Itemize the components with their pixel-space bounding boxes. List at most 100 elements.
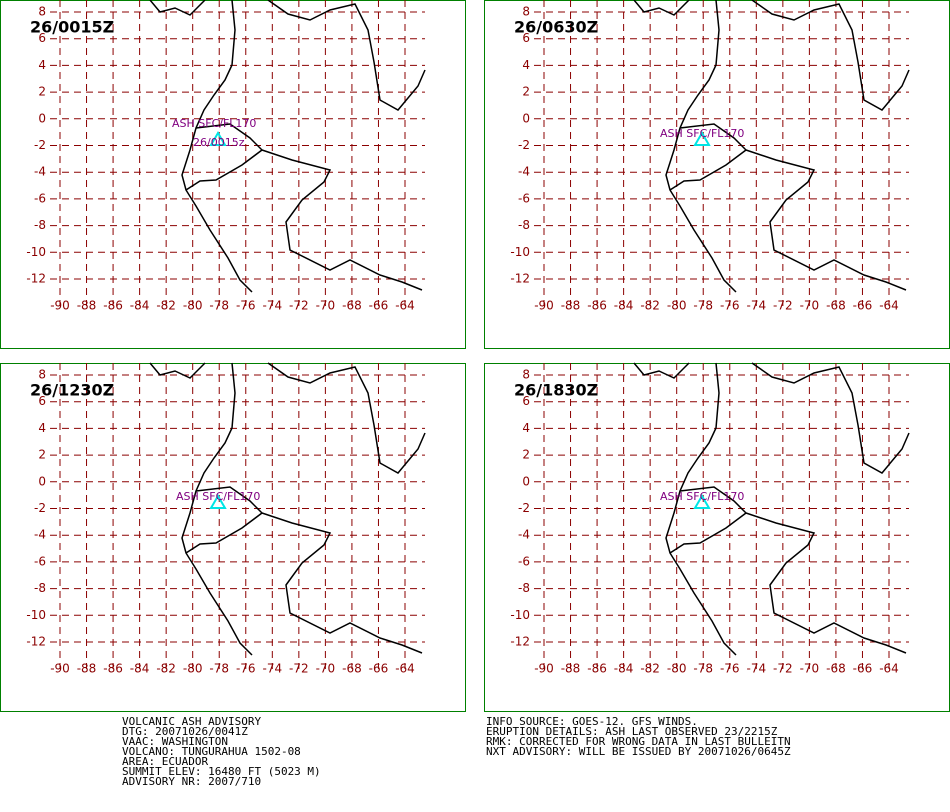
x-tick-label: -84 (130, 299, 150, 313)
ash-marker (693, 494, 711, 509)
x-tick-label: -70 (316, 299, 336, 313)
y-tick-label: 8 (38, 5, 46, 19)
info-line: NXT ADVISORY: WILL BE ISSUED BY 20071026… (486, 745, 791, 758)
x-tick-label: -88 (77, 662, 97, 676)
y-tick-label: -6 (34, 191, 46, 205)
advisory-line: DTG: 20071026/0041Z (122, 725, 248, 738)
y-tick-label: -10 (510, 245, 530, 259)
map-panel: -90 -88 -86 -84 -82 -80 -78 -76 -74 -72 -70 -68 -66-… (0, 362, 466, 712)
y-tick-label: 4 (522, 58, 530, 72)
advisory-line: VOLCANIC ASH ADVISORY (122, 715, 261, 728)
x-tick-label: -82 (156, 662, 176, 676)
x-tick-label: -74 (263, 299, 283, 313)
coastline (665, 0, 737, 293)
x-tick-label: -70 (316, 662, 336, 676)
x-tick-label: -68 (342, 299, 362, 313)
x-tick-label: -68 (826, 299, 846, 313)
x-tick-label: -66 (369, 299, 389, 313)
y-tick-label: 8 (522, 5, 530, 19)
y-tick-label: -8 (34, 218, 46, 232)
x-tick-label: -86 (103, 299, 123, 313)
y-tick-label: -10 (510, 608, 530, 622)
x-tick-label: -68 (826, 662, 846, 676)
x-tick-label: -90 (534, 299, 554, 313)
ash-marker (209, 131, 227, 146)
panel-title: 26/0015Z (30, 18, 114, 37)
y-tick-label: -2 (518, 501, 530, 515)
coastline (149, 362, 206, 379)
x-tick-label: -68 (342, 662, 362, 676)
x-tick-label: -82 (640, 299, 660, 313)
x-tick-label: -72 (773, 662, 793, 676)
y-tick-label: 2 (522, 85, 530, 99)
y-tick-label: -12 (26, 272, 46, 286)
x-tick-label: -90 (50, 662, 70, 676)
x-tick-label: -78 (209, 299, 229, 313)
y-tick-label: 2 (38, 448, 46, 462)
y-tick-label: 4 (38, 421, 46, 435)
y-tick-label: 4 (38, 58, 46, 72)
y-tick-label: -8 (518, 218, 530, 232)
x-tick-label: -88 (561, 299, 581, 313)
coastline (745, 512, 907, 654)
y-tick-label: 2 (38, 85, 46, 99)
x-tick-label: -80 (667, 662, 687, 676)
x-tick-label: -80 (667, 299, 687, 313)
x-tick-label: -64 (395, 662, 415, 676)
x-tick-label: -86 (587, 662, 607, 676)
x-tick-label: -84 (614, 299, 634, 313)
coastline (181, 362, 253, 656)
x-tick-label: -90 (534, 662, 554, 676)
coastline (149, 0, 206, 16)
x-tick-label: -82 (156, 299, 176, 313)
y-tick-label: 8 (38, 368, 46, 382)
x-tick-label: -66 (853, 299, 873, 313)
coastline (751, 0, 910, 111)
y-tick-label: -10 (26, 608, 46, 622)
y-tick-label: 0 (522, 111, 530, 125)
y-tick-label: -2 (34, 501, 46, 515)
coastline (185, 486, 264, 554)
ash-label: 26/0015z (193, 136, 245, 149)
x-tick-label: -74 (263, 662, 283, 676)
x-tick-label: -78 (693, 299, 713, 313)
x-tick-label: -76 (236, 299, 256, 313)
x-tick-label: -80 (183, 299, 203, 313)
info-line: ERUPTION DETAILS: ASH LAST OBSERVED 23/2… (486, 725, 778, 738)
coastline (633, 0, 690, 16)
y-tick-label: -4 (518, 165, 530, 179)
y-tick-label: 0 (522, 474, 530, 488)
y-tick-label: -10 (26, 245, 46, 259)
y-tick-label: 4 (522, 421, 530, 435)
x-tick-label: -82 (640, 662, 660, 676)
panel-title: 26/1230Z (30, 381, 114, 400)
y-tick-label: 6 (522, 31, 530, 45)
y-tick-label: -12 (26, 635, 46, 649)
ash-label: ASH SFC/FL170 (660, 490, 744, 503)
advisory-line: ADVISORY NR: 2007/710 (122, 775, 261, 788)
info-line: INFO SOURCE: GOES-12. GFS WINDS. (486, 715, 698, 728)
x-tick-label: -64 (879, 662, 899, 676)
x-tick-label: -76 (720, 299, 740, 313)
coastline (751, 362, 910, 474)
y-tick-label: -4 (34, 165, 46, 179)
x-tick-label: -84 (130, 662, 150, 676)
x-tick-label: -78 (693, 662, 713, 676)
map-panel: -90 -88 -86 -84 -82 -80 -78 -76 -74 -72 -70 -68 -66-… (484, 362, 950, 712)
x-tick-label: -76 (720, 662, 740, 676)
ash-label: ASH SFC/FL170 (176, 490, 260, 503)
coastline (633, 362, 690, 379)
y-tick-label: -2 (34, 138, 46, 152)
y-tick-label: -6 (34, 554, 46, 568)
y-tick-label: 6 (38, 394, 46, 408)
coastline (669, 123, 748, 191)
ash-label: ASH SFC/FL170 (172, 117, 256, 130)
y-tick-label: 6 (522, 394, 530, 408)
y-tick-label: 6 (38, 31, 46, 45)
ash-marker (209, 494, 227, 509)
y-tick-label: 0 (38, 111, 46, 125)
advisory-line: VAAC: WASHINGTON (122, 735, 228, 748)
y-tick-label: -12 (510, 635, 530, 649)
x-tick-label: -86 (103, 662, 123, 676)
